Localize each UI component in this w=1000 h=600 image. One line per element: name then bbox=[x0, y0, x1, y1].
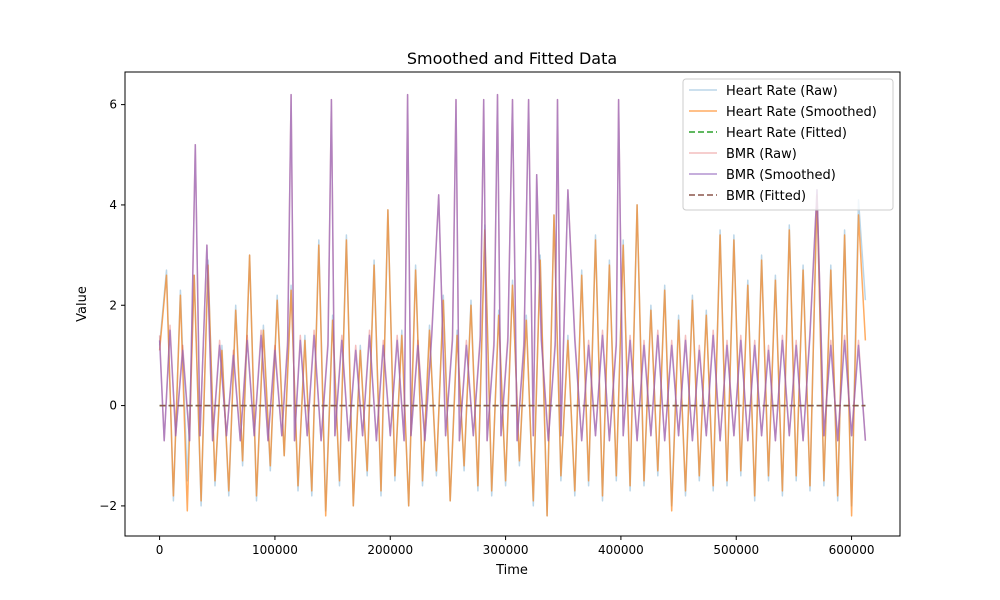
x-axis: 0 100000 200000 300000 400000 500000 600000 bbox=[156, 536, 875, 557]
y-tick-label: 0 bbox=[109, 399, 117, 413]
plot-frame bbox=[124, 71, 901, 537]
x-tick-label: 100000 bbox=[252, 543, 298, 557]
y-tick-label: 2 bbox=[109, 298, 117, 312]
legend-label-bmr-raw: BMR (Raw) bbox=[726, 147, 797, 162]
legend-label-heart-rate-fitted: Heart Rate (Fitted) bbox=[726, 126, 847, 141]
series-layer bbox=[158, 93, 867, 517]
legend-label-bmr-smoothed: BMR (Smoothed) bbox=[726, 168, 836, 183]
chart-title: Smoothed and Fitted Data bbox=[407, 49, 617, 68]
series-line-bmr-smoothed bbox=[158, 93, 867, 442]
y-tick-label: 4 bbox=[109, 198, 117, 212]
x-tick-label: 200000 bbox=[367, 543, 413, 557]
series-line-heart-rate-smoothed bbox=[158, 194, 867, 517]
x-tick-label: 600000 bbox=[829, 543, 875, 557]
y-tick-label: 6 bbox=[109, 98, 117, 112]
legend-box bbox=[682, 78, 894, 211]
x-tick-label: 0 bbox=[156, 543, 164, 557]
x-tick-label: 300000 bbox=[483, 543, 529, 557]
legend-label-heart-rate-raw: Heart Rate (Raw) bbox=[726, 84, 838, 99]
legend: Heart Rate (Raw) Heart Rate (Smoothed) Hea… bbox=[682, 78, 894, 211]
y-axis: −2 0 2 4 6 bbox=[99, 98, 125, 513]
legend-label-bmr-fitted: BMR (Fitted) bbox=[726, 189, 806, 204]
y-axis-title: Value bbox=[75, 286, 90, 322]
x-tick-label: 400000 bbox=[598, 543, 644, 557]
series-line-heart-rate-raw bbox=[158, 189, 867, 517]
x-tick-label: 500000 bbox=[713, 543, 759, 557]
legend-label-heart-rate-smoothed: Heart Rate (Smoothed) bbox=[726, 105, 877, 120]
x-axis-title: Time bbox=[495, 563, 528, 578]
y-tick-label: −2 bbox=[99, 499, 117, 513]
